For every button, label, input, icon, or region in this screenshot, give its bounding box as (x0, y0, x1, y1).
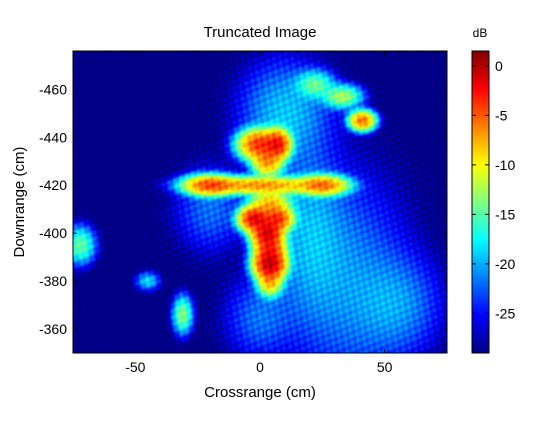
colorbar-tick-label: -5 (495, 107, 508, 123)
y-axis-ticks: -460 -440 -420 -400 -380 -360 (39, 81, 447, 337)
heatmap-image (73, 51, 447, 353)
x-tick-label: 0 (256, 359, 264, 375)
colorbar-tick-label: -25 (495, 305, 515, 321)
colorbar (471, 50, 490, 354)
y-tick-label: -380 (39, 273, 67, 289)
y-axis-label: Downrange (cm) (11, 147, 28, 258)
y-tick-label: -420 (39, 177, 67, 193)
x-tick-label: 50 (377, 359, 393, 375)
y-tick-label: -440 (39, 129, 67, 145)
y-tick-label: -460 (39, 81, 67, 97)
colorbar-tick-label: 0 (495, 58, 503, 74)
colorbar-tick-label: -20 (495, 256, 515, 272)
x-axis-ticks: -50 0 50 (125, 51, 393, 375)
colorbar-tick-label: -15 (495, 206, 515, 222)
x-axis-label: Crossrange (cm) (204, 384, 316, 401)
y-tick-label: -400 (39, 225, 67, 241)
heatmap-area (73, 51, 447, 353)
colorbar-tick-label: -10 (495, 157, 515, 173)
colorbar-unit-label: dB (473, 26, 488, 40)
chart-title: Truncated Image (204, 24, 317, 41)
y-tick-label: -360 (39, 321, 67, 337)
x-tick-label: -50 (125, 359, 145, 375)
colorbar-ticks: 0 -5 -10 -15 -20 -25 (472, 58, 515, 321)
